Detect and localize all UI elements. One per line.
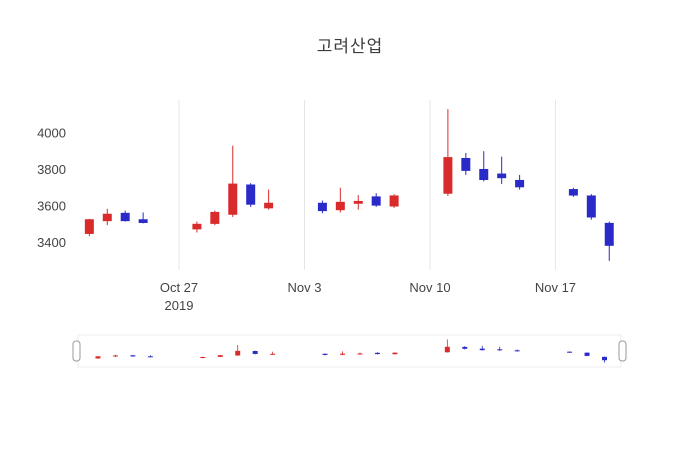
range-slider-track[interactable]: [77, 334, 622, 368]
mini-candle-body: [514, 350, 520, 352]
x-tick-label: Nov 10: [409, 280, 450, 295]
candle-body: [353, 200, 363, 204]
mini-candle-body: [444, 346, 450, 353]
y-tick-label: 3400: [37, 235, 66, 250]
mini-candle-body: [322, 353, 328, 355]
candle-body: [479, 168, 489, 181]
mini-candle-body: [602, 356, 608, 361]
x-tick-label: Nov 17: [535, 280, 576, 295]
mini-candle-body: [392, 352, 398, 355]
candle-body: [84, 219, 94, 234]
mini-candle-body: [340, 353, 346, 355]
mini-candle-body: [462, 346, 468, 349]
x-tick-label: Nov 3: [287, 280, 321, 295]
mini-candle-body: [200, 357, 206, 359]
mini-candle-body: [497, 349, 503, 351]
candle-body: [461, 157, 471, 171]
candle-body: [264, 202, 274, 209]
x-tick-sublabel: 2019: [165, 298, 194, 313]
mini-candle-body: [112, 355, 118, 357]
y-tick-label: 3600: [37, 199, 66, 214]
mini-candle-body: [147, 356, 153, 358]
range-slider-left-handle[interactable]: [72, 340, 81, 362]
mini-candle-body: [95, 356, 101, 359]
candle-body: [568, 189, 578, 196]
candle-body: [228, 183, 238, 215]
mini-candle-body: [130, 355, 136, 357]
chart-title: 고려산업: [316, 37, 384, 56]
candle-body: [210, 211, 220, 224]
mini-candle-body: [217, 355, 223, 357]
candle-body: [443, 157, 453, 194]
mini-candle-body: [584, 352, 590, 356]
candle-body: [120, 212, 130, 222]
candle-body: [389, 195, 399, 207]
mini-candle-body: [567, 351, 573, 353]
y-tick-label: 3800: [37, 162, 66, 177]
mini-candle-body: [357, 353, 363, 355]
mini-candle-body: [252, 351, 258, 354]
candle-body: [102, 213, 112, 222]
mini-candle-body: [479, 348, 485, 351]
plot-area[interactable]: [75, 100, 620, 270]
candle-body: [192, 223, 202, 230]
candle-body: [138, 219, 148, 223]
candle-body: [586, 195, 596, 218]
candle-body: [497, 173, 507, 179]
range-slider-right-handle[interactable]: [618, 340, 627, 362]
x-tick-label: Oct 27: [160, 280, 198, 295]
candle-body: [371, 196, 381, 206]
candle-body: [515, 179, 525, 188]
candle-body: [335, 201, 345, 211]
candle-body: [317, 202, 327, 212]
y-tick-label: 4000: [37, 125, 66, 140]
candle-body: [604, 222, 614, 246]
candle-body: [246, 184, 256, 205]
mini-candle-body: [270, 353, 276, 355]
mini-candle-body: [374, 352, 380, 355]
mini-candle-body: [235, 350, 241, 356]
